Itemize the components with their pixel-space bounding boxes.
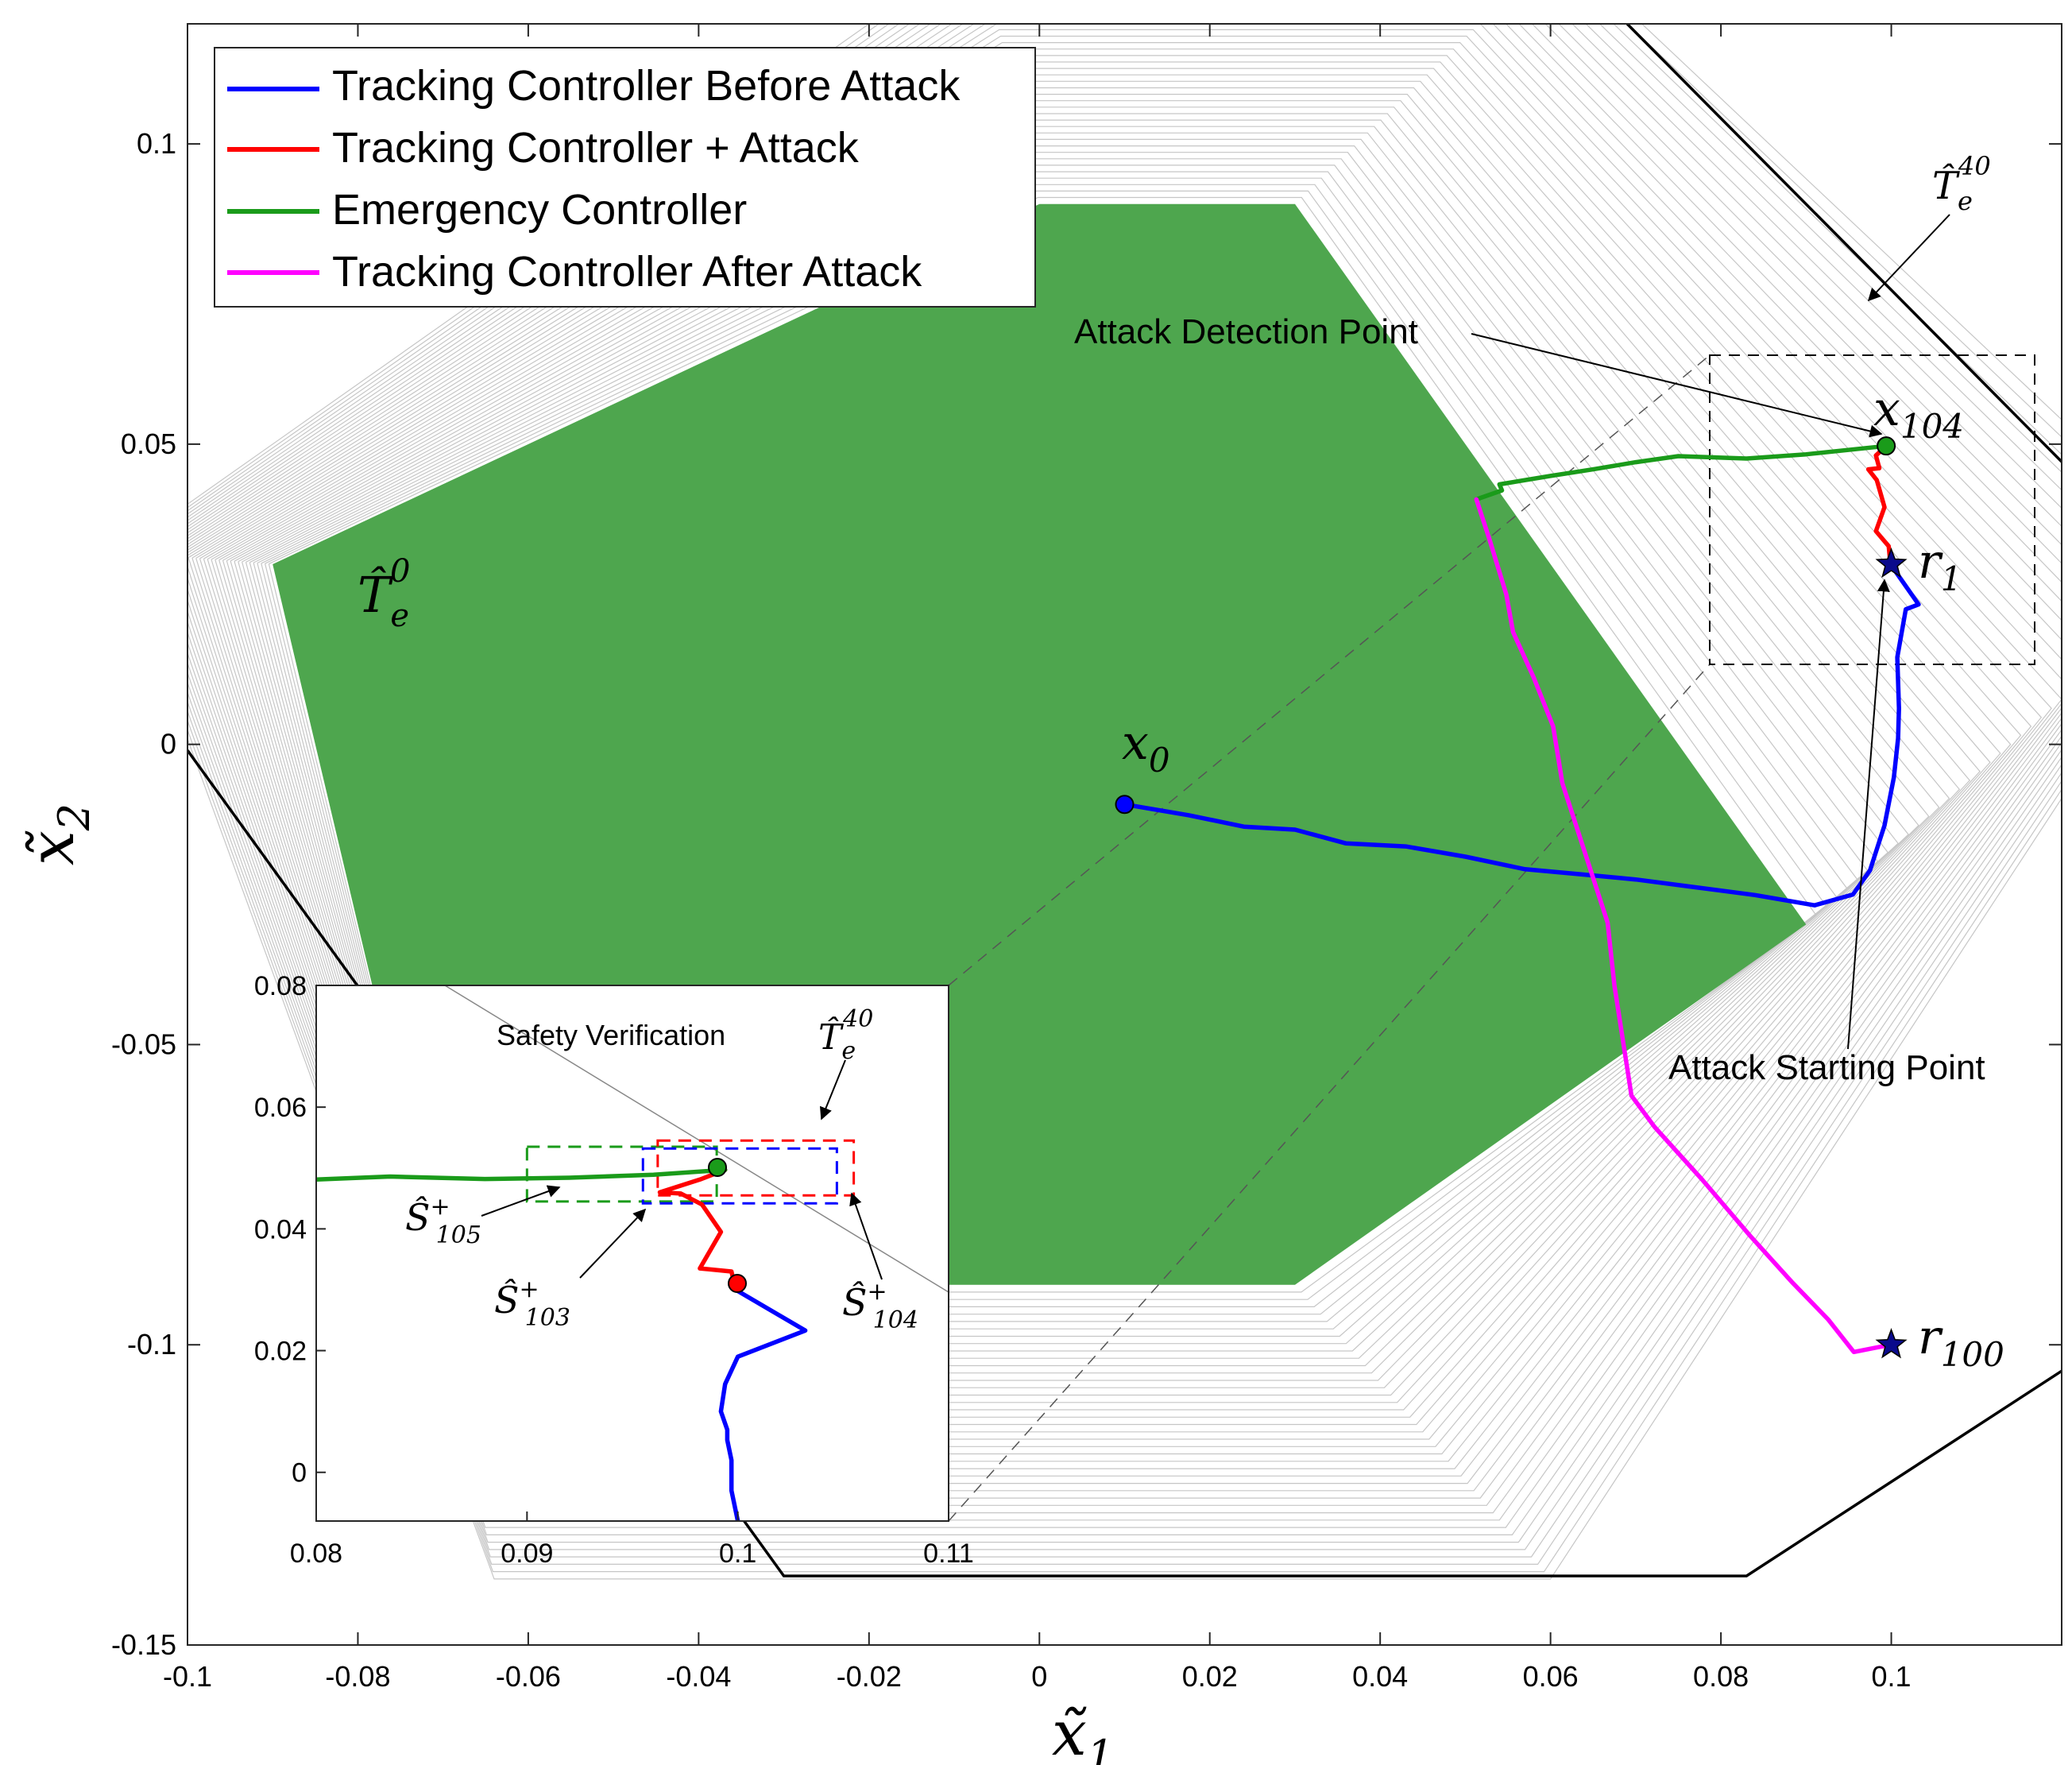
inset-y-tick-label: 0 bbox=[292, 1458, 307, 1488]
contour-line bbox=[187, 24, 2062, 1550]
zoom-box bbox=[1709, 354, 2035, 665]
inset-x-tick-label: 0.1 bbox=[719, 1539, 756, 1569]
x-tick-label: -0.1 bbox=[163, 1660, 212, 1693]
x104-label: x104 bbox=[1873, 381, 1964, 446]
zoom-connector-top bbox=[948, 354, 1711, 986]
inset-y-tick-label: 0.08 bbox=[254, 971, 307, 1001]
main-axis-ticks: -0.1 -0.08 -0.06 -0.04 -0.02 0 0.02 0.04 0.06 0.0… bbox=[111, 24, 2062, 1693]
inset-plot: 0.08 0.09 0.1 0.11 0.08 0.06 0.04 0.02 0 Safety … bbox=[254, 971, 974, 1569]
inset-marker-attack-start bbox=[728, 1274, 747, 1293]
inset-title: Safety Verification bbox=[497, 1019, 725, 1051]
te40-label: T̂e40 bbox=[1932, 151, 1991, 216]
x-tick-label: 0.06 bbox=[1523, 1660, 1579, 1693]
inset-y-tick-label: 0.04 bbox=[254, 1214, 307, 1244]
x-tick-label: 0 bbox=[1031, 1660, 1047, 1693]
inset-x-tick-label: 0.08 bbox=[290, 1539, 342, 1569]
x-tick-label: 0.02 bbox=[1182, 1660, 1238, 1693]
contour-line bbox=[187, 24, 2062, 1566]
legend-label-after-attack: Tracking Controller After Attack bbox=[332, 248, 922, 296]
x-axis-label: x̃1 bbox=[1052, 1698, 1114, 1765]
x-tick-label: 0.1 bbox=[1872, 1660, 1912, 1693]
zoom-connector-bottom bbox=[948, 664, 1711, 1522]
series-line-1 bbox=[1865, 443, 1893, 567]
inset-series-line-0 bbox=[718, 1287, 808, 1521]
contour-line bbox=[187, 24, 2062, 1536]
x-tick-label: -0.06 bbox=[496, 1660, 561, 1693]
inset-te40-boundary bbox=[444, 985, 949, 1293]
inset-series bbox=[316, 1167, 808, 1521]
s105-label: Ŝ+ 105 bbox=[405, 1193, 481, 1249]
y-axis-label: x̃2 bbox=[17, 803, 99, 865]
inset-marker-x104 bbox=[708, 1158, 727, 1177]
series-layer bbox=[1122, 443, 1921, 1355]
point-marker-x0 bbox=[1115, 795, 1135, 815]
x-tick-label: 0.04 bbox=[1352, 1660, 1408, 1693]
attack-starting-label: Attack Starting Point bbox=[1668, 1048, 1985, 1087]
attack-starting-arrow bbox=[1847, 579, 1890, 1050]
contour-line bbox=[187, 24, 2062, 1580]
s104-arrow bbox=[849, 1192, 883, 1280]
y-tick-label: -0.15 bbox=[111, 1628, 176, 1661]
r100-label: r100 bbox=[1918, 1310, 2004, 1374]
inset-frame bbox=[315, 985, 949, 1522]
inset-y-tick-label: 0.06 bbox=[254, 1093, 307, 1123]
te40-arrow bbox=[1867, 214, 1950, 302]
inset-series-line-1 bbox=[657, 1167, 738, 1292]
inset-axis-ticks: 0.08 0.09 0.1 0.11 0.08 0.06 0.04 0.02 0 bbox=[254, 971, 974, 1569]
x-tick-label: -0.04 bbox=[666, 1660, 731, 1693]
axes-frame bbox=[187, 23, 2062, 1646]
series-line-3 bbox=[1474, 497, 1893, 1355]
points-layer bbox=[1115, 436, 1908, 1359]
inset-plot-area bbox=[316, 985, 949, 1521]
series-line-2 bbox=[1474, 443, 1888, 502]
inset-te40-arrow bbox=[819, 1059, 846, 1121]
safe-region-te40-boundary bbox=[1626, 24, 2062, 464]
attack-detection-arrow bbox=[1471, 333, 1883, 438]
point-marker-r1 bbox=[1875, 547, 1908, 579]
s105-arrow bbox=[481, 1185, 561, 1217]
s104-label: Ŝ+ 104 bbox=[842, 1278, 918, 1334]
legend-label-plus-attack: Tracking Controller + Attack bbox=[332, 124, 860, 172]
contour-line bbox=[187, 24, 2062, 1573]
y-tick-label: -0.05 bbox=[111, 1028, 176, 1060]
inset-x-tick-label: 0.09 bbox=[501, 1539, 553, 1569]
inset-x-tick-label: 0.11 bbox=[923, 1539, 974, 1569]
series-line-0 bbox=[1122, 562, 1921, 908]
y-tick-label: 0 bbox=[160, 728, 176, 761]
x-tick-label: -0.08 bbox=[325, 1660, 390, 1693]
y-tick-label: -0.1 bbox=[127, 1328, 176, 1361]
contour-line bbox=[187, 24, 2062, 1528]
s103-label: Ŝ+ 103 bbox=[494, 1275, 570, 1332]
y-tick-label: 0.05 bbox=[121, 428, 176, 460]
legend-label-before-attack: Tracking Controller Before Attack bbox=[332, 62, 961, 110]
r1-label: r1 bbox=[1918, 534, 1962, 598]
inset-series-line-2 bbox=[316, 1167, 728, 1182]
contour-line bbox=[187, 24, 2062, 1543]
te0-label: T̂e0 bbox=[358, 553, 410, 634]
inset-y-tick-label: 0.02 bbox=[254, 1337, 307, 1367]
legend-label-emergency: Emergency Controller bbox=[332, 186, 747, 234]
legend-box bbox=[214, 47, 1036, 308]
x0-label: x0 bbox=[1122, 715, 1170, 780]
attack-detection-label: Attack Detection Point bbox=[1074, 312, 1418, 351]
x-tick-label: -0.02 bbox=[837, 1660, 902, 1693]
contour-line bbox=[187, 24, 2062, 1558]
point-marker-x104 bbox=[1877, 436, 1896, 456]
inset-te40-label: T̂e40 bbox=[818, 1005, 873, 1065]
s103-arrow bbox=[579, 1208, 647, 1279]
x-tick-label: 0.08 bbox=[1693, 1660, 1749, 1693]
legend: Tracking Controller Before Attack Tracki… bbox=[214, 47, 1036, 308]
y-tick-label: 0.1 bbox=[137, 127, 176, 160]
point-marker-r100 bbox=[1875, 1328, 1908, 1359]
